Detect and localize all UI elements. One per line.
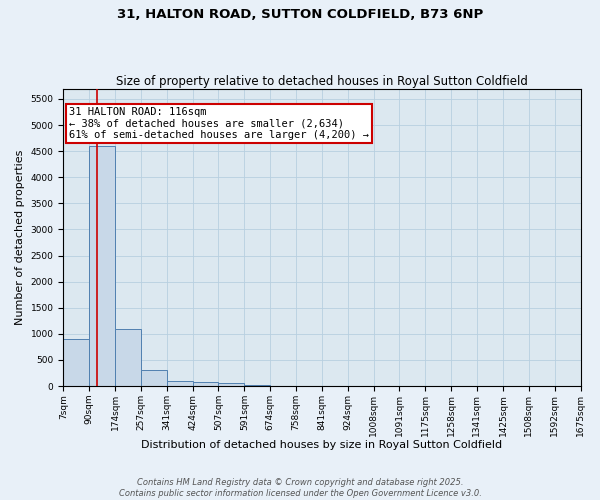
Bar bbox=[167, 382, 193, 386]
Bar bbox=[244, 384, 270, 386]
Bar bbox=[218, 384, 244, 386]
Text: 31 HALTON ROAD: 116sqm
← 38% of detached houses are smaller (2,634)
61% of semi-: 31 HALTON ROAD: 116sqm ← 38% of detached… bbox=[69, 107, 369, 140]
Bar bbox=[89, 146, 115, 386]
Bar bbox=[193, 382, 218, 386]
Y-axis label: Number of detached properties: Number of detached properties bbox=[15, 150, 25, 325]
X-axis label: Distribution of detached houses by size in Royal Sutton Coldfield: Distribution of detached houses by size … bbox=[142, 440, 502, 450]
Bar bbox=[63, 339, 89, 386]
Bar bbox=[141, 370, 167, 386]
Text: 31, HALTON ROAD, SUTTON COLDFIELD, B73 6NP: 31, HALTON ROAD, SUTTON COLDFIELD, B73 6… bbox=[117, 8, 483, 20]
Bar bbox=[115, 328, 141, 386]
Title: Size of property relative to detached houses in Royal Sutton Coldfield: Size of property relative to detached ho… bbox=[116, 76, 528, 88]
Text: Contains HM Land Registry data © Crown copyright and database right 2025.
Contai: Contains HM Land Registry data © Crown c… bbox=[119, 478, 481, 498]
